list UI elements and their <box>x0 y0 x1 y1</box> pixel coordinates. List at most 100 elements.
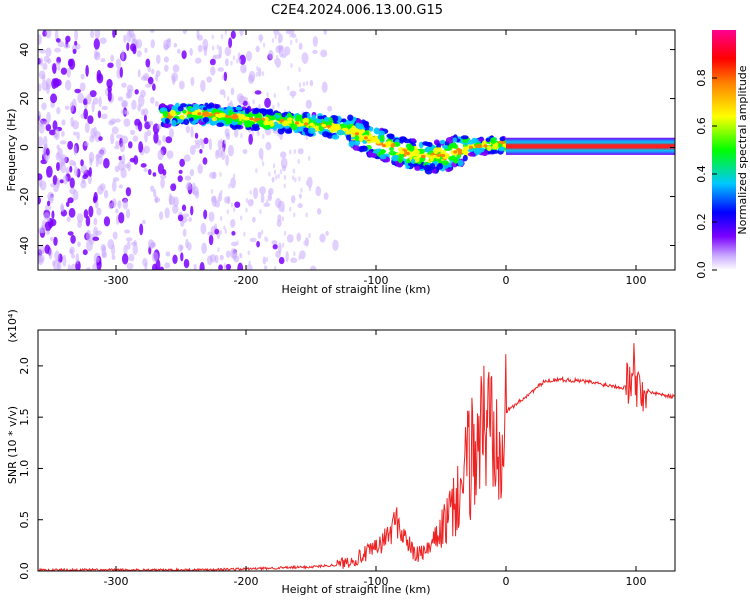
heatmap-cell <box>49 236 54 241</box>
heatmap-cell <box>273 30 280 36</box>
colorbar-tick-label: 0.4 <box>695 165 708 183</box>
heatmap-cell <box>273 93 277 99</box>
heatmap-cell <box>283 230 287 236</box>
heatmap-cell <box>48 129 56 136</box>
heatmap-cell <box>217 247 220 253</box>
heatmap-cell <box>111 126 119 135</box>
heatmap-cell <box>294 177 297 183</box>
heatmap-cell <box>274 34 277 40</box>
heatmap-cell <box>57 41 65 48</box>
heatmap-cell <box>89 90 97 98</box>
heatmap-cell <box>111 198 117 208</box>
heatmap-cell <box>41 102 47 111</box>
heatmap-cell <box>322 131 330 138</box>
heatmap-cell <box>283 175 287 181</box>
heatmap-cell <box>251 131 255 137</box>
heatmap-cell <box>312 49 318 54</box>
heatmap-cell <box>118 212 125 224</box>
heatmap-cell <box>245 50 253 62</box>
heatmap-cell <box>211 34 214 40</box>
heatmap-cell <box>173 42 178 48</box>
heatmap-cell <box>79 82 86 92</box>
heatmap-cell <box>284 129 293 134</box>
heatmap-cell <box>110 244 116 256</box>
heatmap-cell <box>138 94 145 107</box>
heatmap-cell <box>263 265 268 270</box>
heatmap-cell <box>103 189 109 199</box>
heatmap-cell <box>214 104 220 109</box>
heatmap-cell <box>188 217 192 222</box>
heatmap-cell <box>491 145 499 150</box>
heatmap-cell <box>121 82 127 88</box>
heatmap-cell <box>499 146 505 151</box>
heatmap-cell <box>224 46 232 57</box>
heatmap-cell <box>236 58 239 64</box>
heatmap-cell <box>75 252 80 265</box>
heatmap-cell <box>38 119 44 127</box>
heatmap-cell <box>308 185 312 191</box>
x-tick-label: 100 <box>626 274 647 287</box>
heatmap-cell <box>281 242 285 248</box>
heatmap-cell <box>42 62 48 71</box>
heatmap-cell <box>294 121 299 125</box>
heatmap-cell <box>44 204 52 211</box>
heatmap-cell <box>133 155 139 165</box>
heatmap-cell <box>185 125 191 134</box>
heatmap-cell <box>409 146 415 151</box>
heatmap-cell <box>70 234 76 244</box>
heatmap-cell <box>84 122 90 134</box>
heatmap-cell <box>164 207 170 219</box>
heatmap-cell <box>76 213 84 223</box>
heatmap-cell <box>150 96 155 104</box>
heatmap-cell <box>114 145 120 150</box>
heatmap-cell <box>272 244 278 250</box>
heatmap-cell <box>101 105 108 111</box>
heatmap-cell <box>289 149 292 155</box>
heatmap-cell <box>97 110 102 119</box>
heatmap-cell <box>39 180 47 191</box>
heatmap-cell <box>374 127 380 135</box>
heatmap-cell <box>298 176 301 182</box>
heatmap-cell <box>70 263 77 270</box>
heatmap-cell <box>69 246 75 255</box>
heatmap-cell <box>441 160 450 166</box>
heatmap-cell <box>150 185 155 192</box>
heatmap-cell <box>483 144 488 148</box>
heatmap-cell <box>101 113 108 120</box>
heatmap-cell <box>86 229 92 242</box>
heatmap-cell <box>172 64 180 73</box>
snr-y-label: SNR (10 * v/v) <box>6 406 19 484</box>
heatmap-cell <box>296 232 302 242</box>
heatmap-cell <box>279 169 283 175</box>
heatmap-cell <box>92 262 98 270</box>
y-tick-label: -20 <box>18 188 31 206</box>
heatmap-cell <box>86 239 93 252</box>
heatmap-cell <box>194 142 201 149</box>
heatmap-cell <box>126 84 134 93</box>
heatmap-cell <box>305 180 309 186</box>
heatmap-cell <box>159 266 164 270</box>
heatmap-cell <box>243 231 246 237</box>
heatmap-cell <box>103 157 110 169</box>
heatmap-cell <box>209 58 216 66</box>
heatmap-cell <box>283 183 286 189</box>
colorbar-tick-label: 0.0 <box>695 261 708 279</box>
heatmap-cell <box>67 264 72 270</box>
heatmap-cell <box>456 148 463 155</box>
snr-panel: -300 -200 -100 0 100 0.0 0.5 1.0 1.5 2.0 Height … <box>6 309 676 596</box>
heatmap-cell <box>293 148 297 154</box>
heatmap-cell <box>73 145 77 156</box>
heatmap-cell <box>251 199 254 205</box>
heatmap-cell <box>98 136 103 141</box>
heatmap-cell <box>74 40 78 46</box>
heatmap-cell <box>118 155 123 161</box>
heatmap-cell <box>128 141 133 149</box>
heatmap-cell <box>381 144 386 148</box>
heatmap-cell <box>75 43 81 50</box>
heatmap-cell <box>256 240 260 248</box>
heatmap-cell <box>224 128 230 137</box>
heatmap-cell <box>147 168 152 176</box>
heatmap-cell <box>66 201 70 208</box>
heatmap-cell <box>351 125 357 133</box>
heatmap-cell <box>152 83 156 91</box>
